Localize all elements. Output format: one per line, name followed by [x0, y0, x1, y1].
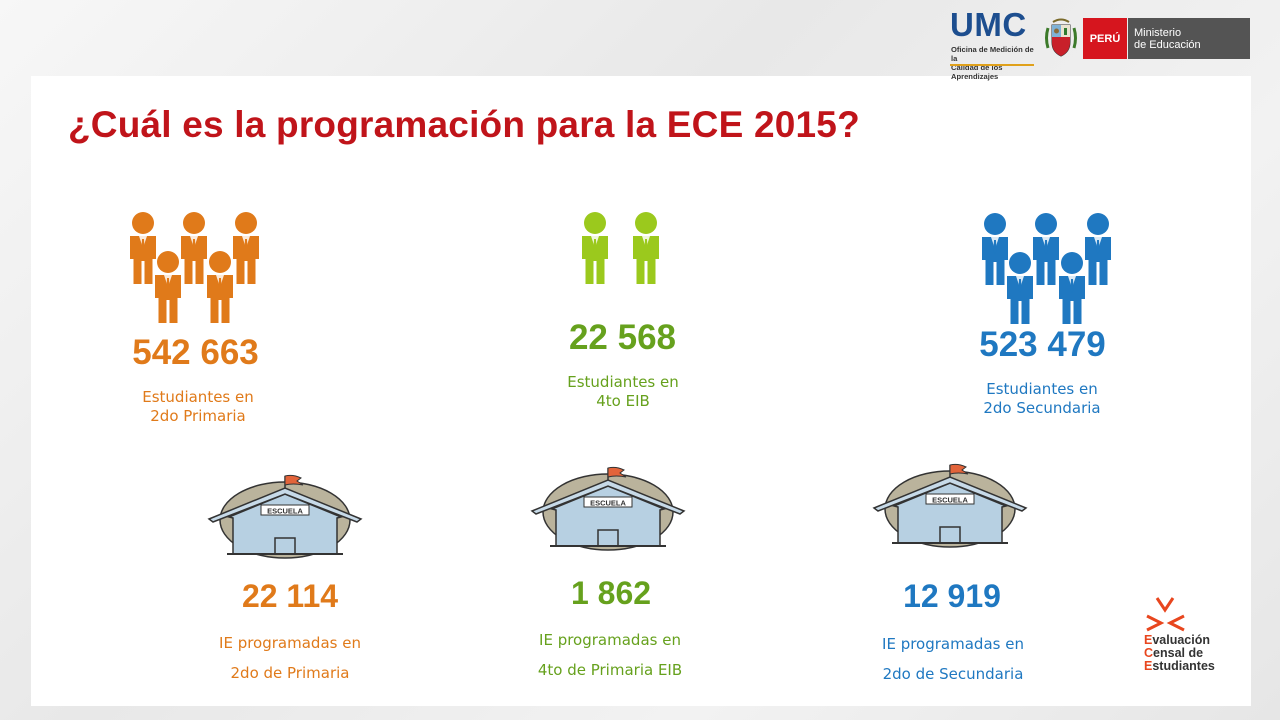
- umc-logo-text: UMC: [950, 6, 1027, 43]
- schools-count: 22 114: [241, 578, 339, 614]
- ece-logo-text: Evaluación Censal de Estudiantes: [1144, 633, 1215, 673]
- students-count: 22 568: [568, 318, 677, 357]
- schools-description: IE programadas en 2do de Secundaria: [882, 635, 1024, 683]
- students-group-icon: [130, 212, 259, 323]
- slide-background: [31, 76, 1251, 706]
- peru-label: PERÚ: [1083, 18, 1127, 59]
- students-group-icon: [982, 213, 1111, 324]
- schools-description: IE programadas en 2do de Primaria: [219, 634, 361, 682]
- page-title: ¿Cuál es la programación para la ECE 201…: [68, 104, 860, 145]
- students-description: Estudiantes en 4to EIB: [567, 373, 679, 410]
- umc-logo: UMC Oficina de Medición de la Calidad de…: [950, 6, 1038, 81]
- students-description: Estudiantes en 2do Secundaria: [983, 380, 1101, 417]
- umc-logo-subtitle: Oficina de Medición de la Calidad de los…: [951, 45, 1034, 81]
- ece-chevrons-icon: [1146, 597, 1185, 632]
- schools-description: IE programadas en 4to de Primaria EIB: [537, 631, 683, 679]
- ministry-label: Ministerio de Educación: [1128, 18, 1250, 59]
- schools-count: 12 919: [903, 578, 1001, 614]
- umc-logo-underline: [950, 64, 1034, 66]
- schools-count: 1 862: [570, 575, 652, 611]
- school-sign-text: ESCUELA: [267, 507, 303, 516]
- school-icon: ESCUELA: [873, 463, 1027, 548]
- ece-logo: Evaluación Censal de Estudiantes: [1142, 596, 1242, 686]
- coat-of-arms-icon: [1045, 18, 1077, 57]
- students-count: 523 479: [979, 325, 1106, 364]
- school-icon: ESCUELA: [531, 466, 685, 551]
- students-description: Estudiantes en 2do Primaria: [142, 388, 254, 425]
- school-icon: ESCUELA: [208, 474, 362, 559]
- students-count: 542 663: [132, 333, 259, 372]
- school-sign-text: ESCUELA: [932, 496, 968, 505]
- school-sign-text: ESCUELA: [590, 499, 626, 508]
- students-group-icon: [582, 212, 659, 284]
